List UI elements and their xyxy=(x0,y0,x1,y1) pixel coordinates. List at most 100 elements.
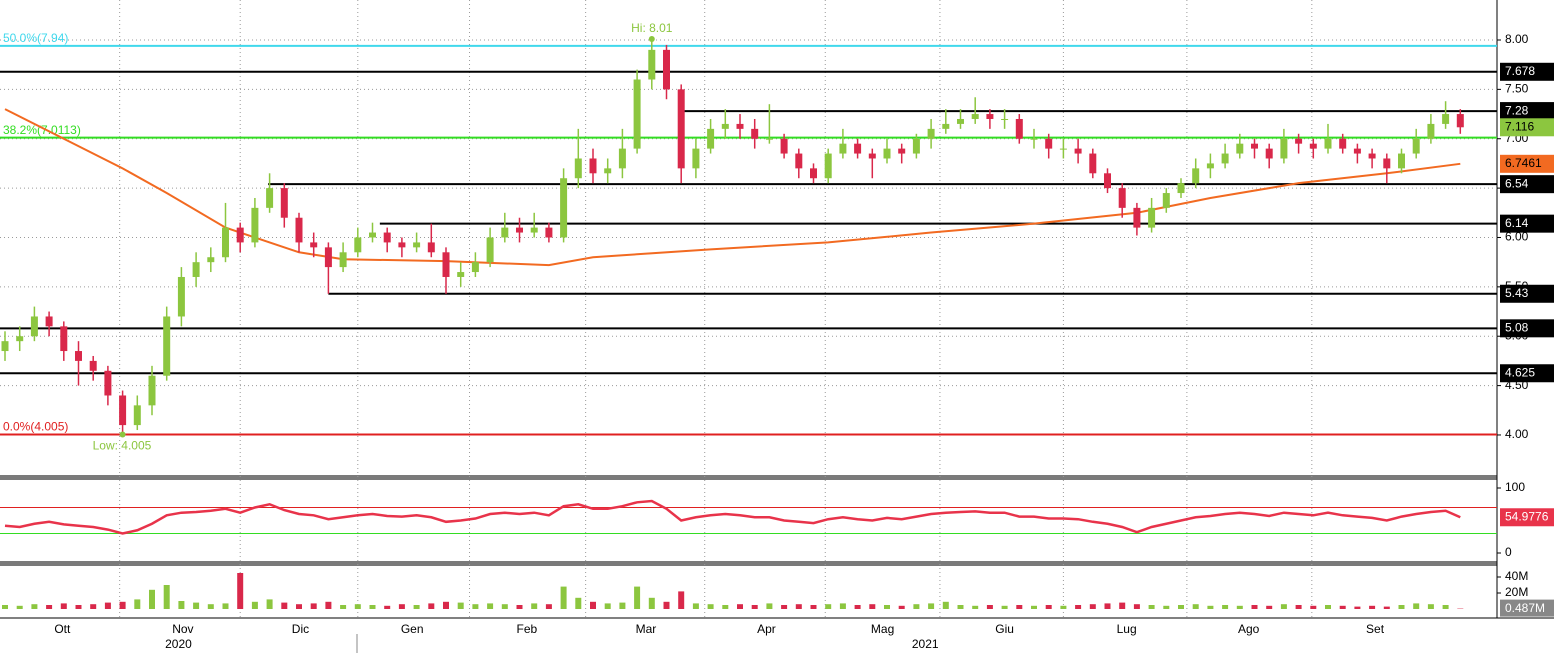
volume-bar xyxy=(1016,605,1023,609)
volume-bar xyxy=(884,605,890,609)
candle-body xyxy=(1221,153,1229,164)
volume-bar xyxy=(898,605,905,609)
volume-bar xyxy=(751,605,758,609)
level-box xyxy=(1500,284,1554,303)
candle-body xyxy=(1059,148,1067,150)
candle-body xyxy=(471,262,479,273)
candle-body xyxy=(104,370,112,396)
volume-bar xyxy=(825,604,832,609)
candle-body xyxy=(75,351,82,361)
candle-body xyxy=(1074,148,1082,154)
level-box-label: 6.54 xyxy=(1505,176,1529,190)
x-tick-label: Ott xyxy=(54,622,71,636)
candle-body xyxy=(1162,193,1170,208)
x-tick-label: Apr xyxy=(757,622,776,636)
ma-box xyxy=(1500,154,1554,173)
volume-bar xyxy=(560,586,567,609)
volume-bar xyxy=(149,589,155,609)
volume-bar xyxy=(119,601,126,609)
volume-bar xyxy=(1442,605,1449,609)
level-box-label: 7.678 xyxy=(1505,64,1535,78)
x-tick-label: Dic xyxy=(292,622,309,636)
candle-body xyxy=(1015,118,1023,139)
moving-average xyxy=(4,108,1461,267)
volume-bar xyxy=(692,603,699,609)
volume-bar xyxy=(1236,605,1243,609)
volume-bar xyxy=(384,605,391,609)
candle-body xyxy=(971,114,979,119)
volume-bar xyxy=(678,591,685,609)
volume-bar xyxy=(1163,605,1170,609)
candle-body xyxy=(369,232,376,238)
x-tick-label: Mag xyxy=(871,622,894,636)
volume-bar xyxy=(913,604,920,609)
x-tick-label: Nov xyxy=(172,622,193,636)
volume-bar xyxy=(1001,605,1008,609)
candle-body xyxy=(310,242,318,248)
candle-body xyxy=(30,316,38,337)
candle-body xyxy=(1265,148,1273,159)
volume-bar xyxy=(604,603,611,609)
x-tick-label: Lug xyxy=(1117,622,1137,636)
candle-body xyxy=(707,128,715,149)
candle-body xyxy=(486,237,494,263)
volume-bar xyxy=(1369,605,1376,609)
volume-bar xyxy=(737,604,743,609)
volume-bar xyxy=(1104,603,1111,609)
candle-body xyxy=(501,227,509,238)
candle-body xyxy=(1280,138,1288,159)
volume-bar xyxy=(854,605,861,609)
volume-bar xyxy=(1354,606,1361,609)
candle-body xyxy=(1251,143,1258,149)
x-tick-label: Ago xyxy=(1238,622,1260,636)
volume-bar xyxy=(16,605,23,609)
level-box xyxy=(1500,102,1554,121)
candle-body xyxy=(339,252,347,268)
volume-bar xyxy=(501,604,508,609)
volume-bar xyxy=(972,605,979,609)
volume-bar xyxy=(619,602,626,609)
x-tick-label: Mar xyxy=(636,622,657,636)
candle-body xyxy=(251,207,259,243)
candle-body xyxy=(207,257,215,263)
candle-body xyxy=(119,395,127,426)
candle-body xyxy=(413,242,421,248)
candle-body xyxy=(589,158,597,174)
candle-body xyxy=(427,242,435,253)
candle-body xyxy=(780,138,788,154)
volume-tick-label: 20M xyxy=(1505,585,1528,599)
ma-label: 6.7461 xyxy=(1505,156,1542,170)
candle-body xyxy=(618,148,626,169)
candle-body xyxy=(1324,138,1332,149)
y-tick-label: 4.00 xyxy=(1505,427,1529,441)
volume-bar xyxy=(1207,605,1214,609)
candle-body xyxy=(60,326,68,352)
annotation: Hi: 8.01 xyxy=(631,21,673,35)
volume-bar xyxy=(1119,602,1126,609)
volume-bar xyxy=(1398,605,1405,609)
volume-bar xyxy=(134,599,141,609)
volume-bar xyxy=(1280,604,1287,609)
volume-box xyxy=(1500,599,1554,617)
candle-body xyxy=(633,79,641,149)
volume-bar xyxy=(1427,604,1434,609)
volume-bar xyxy=(31,604,38,609)
candle-body xyxy=(883,148,891,159)
volume-bar xyxy=(648,597,655,609)
candle-body xyxy=(1427,123,1435,139)
volume-bar xyxy=(251,601,258,609)
candle-body xyxy=(648,49,656,80)
volume-bar xyxy=(1075,605,1082,609)
candle-body xyxy=(1398,153,1405,169)
rsi-label: 54.9776 xyxy=(1505,509,1549,523)
volume-bar xyxy=(443,601,449,609)
candle-body xyxy=(1442,114,1450,124)
candle-body xyxy=(1456,114,1464,128)
candle-body xyxy=(942,123,950,129)
candle-body xyxy=(721,123,729,129)
candle-body xyxy=(1339,138,1347,149)
candle-body xyxy=(854,143,862,154)
volume-bar xyxy=(869,604,876,609)
volume-bar xyxy=(60,603,67,609)
